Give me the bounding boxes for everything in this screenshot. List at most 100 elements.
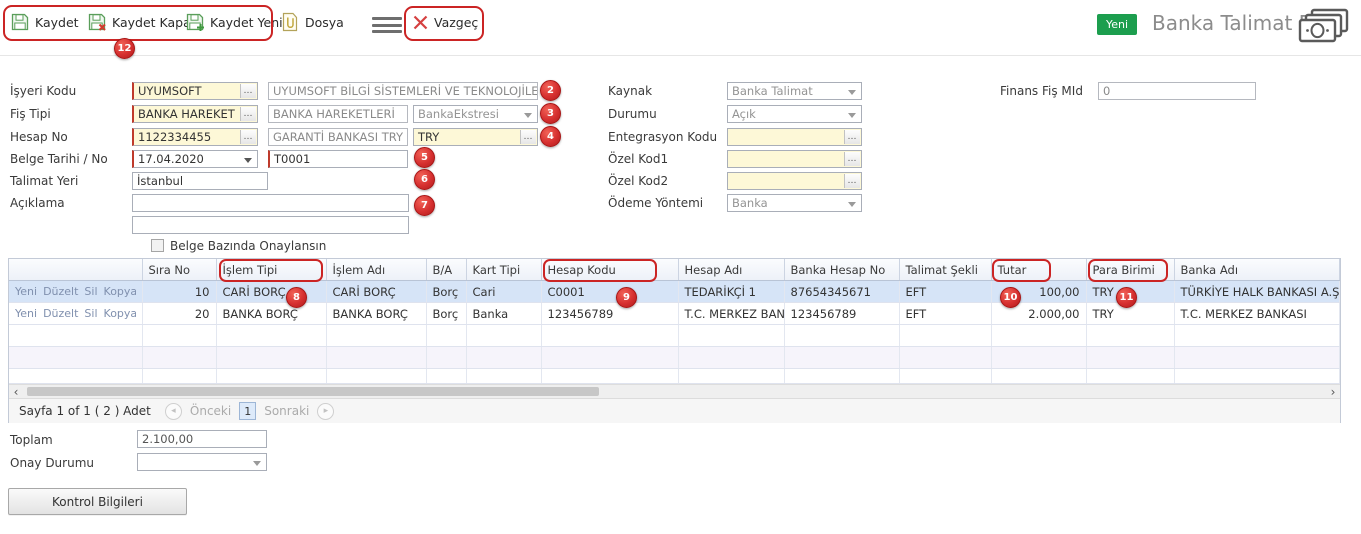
cell-talimat-sekli: EFT [899,280,992,303]
column-header-hesap-kodu[interactable]: Hesap Kodu [541,259,679,281]
cell-hesap-kodu: 123456789 [541,302,679,325]
page-next-label[interactable]: Sonraki [264,404,310,418]
para-birimi-lookup-button[interactable]: … [520,130,536,144]
ozel-kod1-input[interactable]: … [727,150,862,168]
hesap-no-lookup-button[interactable]: … [240,130,256,144]
column-header-islem-adi[interactable]: İşlem Adı [326,259,427,281]
hesap-no-value: 1122334455 [138,130,212,144]
cell-hesap-adi: T.C. MERKEZ BANKASI [678,302,785,325]
toplam-input: 2.100,00 [137,430,267,448]
cell-tutar: 2.000,00 [991,302,1087,325]
calendar-dropdown-icon[interactable] [244,158,252,163]
pagination-bar: Sayfa 1 of 1 ( 2 ) Adet ◂ Önceki 1 Sonra… [9,398,1340,423]
cell-sira-no: 20 [142,302,217,325]
hesap-no-input[interactable]: 1122334455 … [132,128,258,146]
column-header-ba[interactable]: B/A [426,259,467,281]
column-header-actions [9,259,143,281]
save-new-button[interactable]: Kaydet Yeni [185,9,283,35]
row-action-sil[interactable]: Sil [84,307,98,320]
save-button[interactable]: Kaydet [10,9,79,35]
column-header-sira-no[interactable]: Sıra No [142,259,217,281]
menu-hamburger-icon[interactable] [372,17,402,33]
field-label-kaynak: Kaynak [608,84,653,98]
row-action-yeni[interactable]: Yeni [15,307,38,320]
column-header-islem-tipi[interactable]: İşlem Tipi [216,259,327,281]
row-action-kopyala[interactable]: Kopyala [103,307,136,320]
scrollbar-thumb[interactable] [27,387,599,396]
row-action-duzelt[interactable]: Düzelt [43,285,79,298]
isyeri-kodu-input[interactable]: UYUMSOFT … [132,82,258,100]
table-row-2[interactable]: Yeni Düzelt Sil Kopyala 20 BANKA BORÇ BA… [9,302,1340,325]
aciklama-input-line1[interactable] [132,194,409,212]
field-label-aciklama: Açıklama [10,196,65,210]
toolbar-divider [0,55,1361,56]
kontrol-bilgileri-button[interactable]: Kontrol Bilgileri [8,488,187,515]
ozel-kod2-input[interactable]: … [727,172,862,190]
annotation-badge-10: 10 [1000,287,1021,308]
row-action-duzelt[interactable]: Düzelt [43,307,79,320]
scroll-left-icon[interactable]: ‹ [13,384,19,399]
save-new-button-label: Kaydet Yeni [210,14,283,30]
belge-tarihi-value: 17.04.2020 [138,152,204,166]
row-action-yeni[interactable]: Yeni [15,285,38,298]
annotation-badge-5: 5 [414,147,435,168]
file-button-label: Dosya [305,14,344,30]
column-header-talimat-sekli[interactable]: Talimat Şekli [899,259,992,281]
hesap-adi-display: GARANTİ BANKASI TRY [268,128,408,146]
column-header-banka-adi[interactable]: Banka Adı [1174,259,1340,281]
column-header-banka-hesap-no[interactable]: Banka Hesap No [784,259,900,281]
page-prev-icon[interactable]: ◂ [164,402,182,420]
ozel-kod1-lookup-button[interactable]: … [844,152,860,166]
toplam-label: Toplam [10,433,53,447]
kaynak-value: Banka Talimat [732,84,813,98]
entegrasyon-kodu-input[interactable]: … [727,128,862,146]
scroll-right-icon[interactable]: › [1330,384,1336,399]
column-header-para-birimi[interactable]: Para Birimi [1086,259,1175,281]
field-label-isyeri-kodu: İşyeri Kodu [10,84,77,98]
aciklama-input-line2[interactable] [132,216,409,234]
cell-hesap-kodu: C0001 [541,280,679,303]
horizontal-scrollbar[interactable]: ‹ › [9,384,1340,399]
cancel-button[interactable]: Vazgeç [412,9,478,35]
pagination-summary: Sayfa 1 of 1 ( 2 ) Adet [19,404,151,418]
talimat-yeri-input[interactable]: İstanbul [132,172,268,190]
file-button[interactable]: Dosya [280,9,344,35]
cell-banka-adi: TÜRKİYE HALK BANKASI A.Ş. [1174,280,1340,303]
row-action-kopyala[interactable]: Kopyala [103,285,136,298]
durumu-select: Açık [727,105,862,123]
belge-tarihi-datepicker[interactable]: 17.04.2020 [132,150,258,168]
save-close-button-label: Kaydet Kapat [112,14,196,30]
page-prev-label[interactable]: Önceki [189,404,232,418]
cell-islem-adi: BANKA BORÇ [326,302,427,325]
column-header-kart-tipi[interactable]: Kart Tipi [466,259,542,281]
isyeri-kodu-value: UYUMSOFT [138,84,202,98]
entegrasyon-kodu-lookup-button[interactable]: … [844,130,860,144]
belge-bazinda-onaylansin-checkbox[interactable] [151,239,164,252]
onay-durumu-label: Onay Durumu [10,456,94,470]
annotation-badge-12: 12 [114,38,135,59]
column-header-tutar[interactable]: Tutar [991,259,1087,281]
page-number-1[interactable]: 1 [239,402,257,420]
belge-no-input[interactable]: T0001 [268,150,408,168]
chevron-down-icon [524,113,532,118]
table-row-1[interactable]: Yeni Düzelt Sil Kopyala 10 CARİ BORÇ CAR… [9,280,1340,303]
banka-ekstresi-value: BankaEkstresi [418,107,499,121]
fis-tipi-adi-display: BANKA HAREKETLERİ [268,105,408,123]
isyeri-kodu-lookup-button[interactable]: … [240,84,256,98]
para-birimi-input[interactable]: TRY … [413,128,538,146]
field-label-belge-tarihi-no: Belge Tarihi / No [10,152,108,166]
fis-tipi-lookup-button[interactable]: … [240,107,256,121]
fis-tipi-value: BANKA HAREKET [138,107,235,121]
field-label-finans-fis-mid: Finans Fiş MId [1000,84,1083,98]
cell-ba: Borç [426,302,467,325]
fis-tipi-input[interactable]: BANKA HAREKET … [132,105,258,123]
row-action-sil[interactable]: Sil [84,285,98,298]
save-close-button[interactable]: Kaydet Kapat [87,9,196,35]
column-header-hesap-adi[interactable]: Hesap Adı [678,259,785,281]
cancel-button-label: Vazgeç [434,14,479,30]
page-next-icon[interactable]: ▸ [317,402,335,420]
field-label-odeme-yontemi: Ödeme Yöntemi [608,196,704,210]
annotation-badge-8: 8 [286,287,307,308]
ozel-kod2-lookup-button[interactable]: … [844,174,860,188]
